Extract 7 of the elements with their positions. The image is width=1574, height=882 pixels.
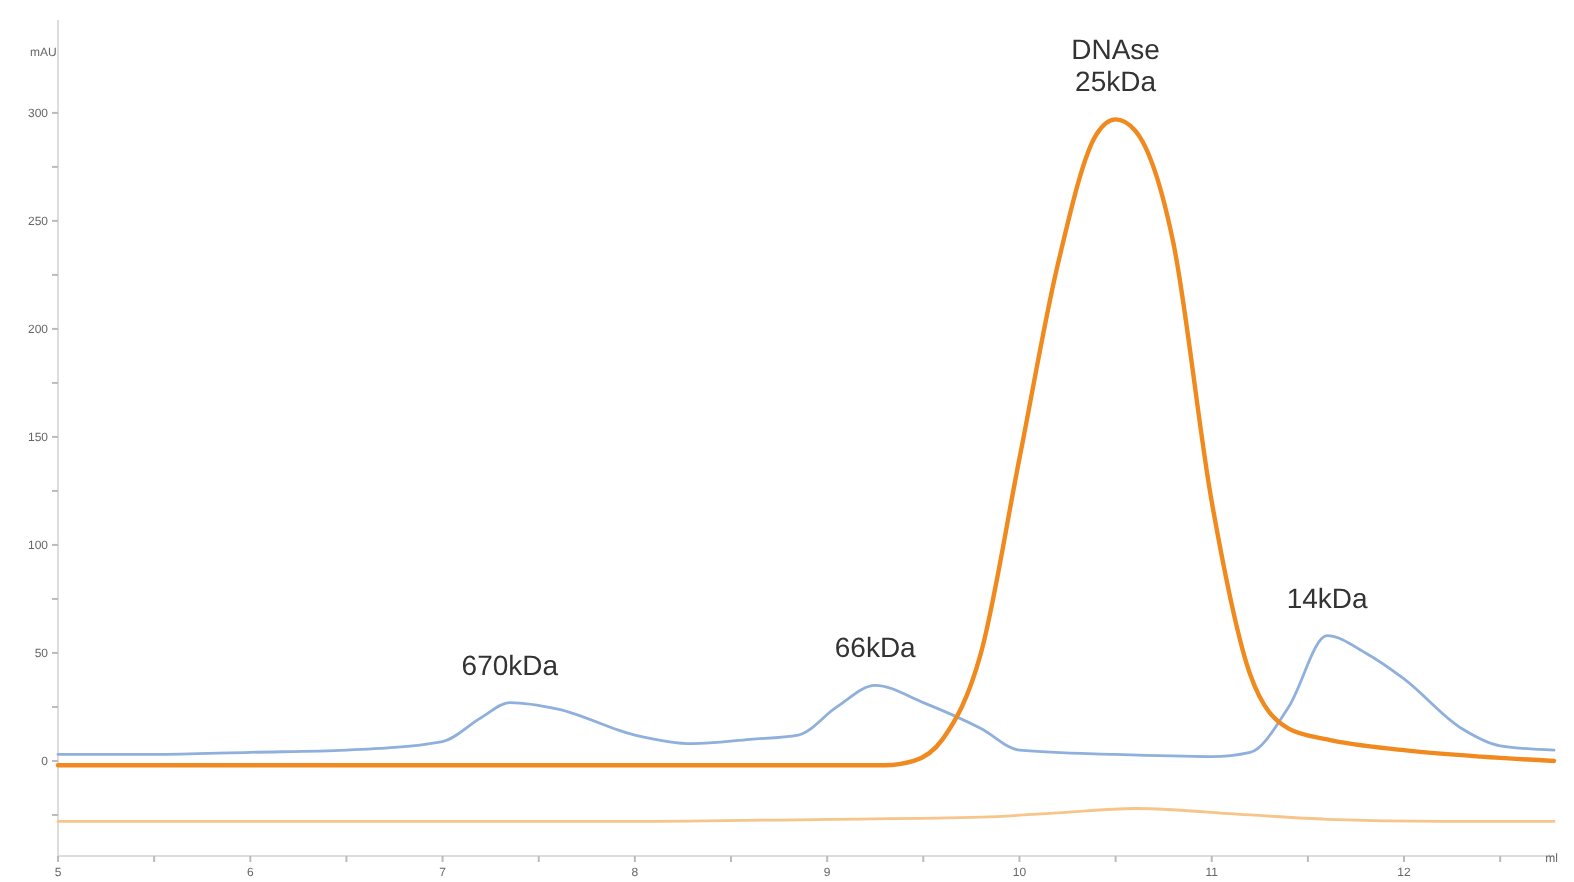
- annotation: DNAse 25kDa: [1071, 33, 1161, 98]
- annotation: 14kDa: [1286, 581, 1368, 614]
- line-series: [56, 634, 1556, 759]
- line-series: [55, 117, 1557, 768]
- annotation: 66kDa: [834, 631, 917, 664]
- annotation: 670kDa: [461, 648, 559, 681]
- line-series: [56, 807, 1556, 823]
